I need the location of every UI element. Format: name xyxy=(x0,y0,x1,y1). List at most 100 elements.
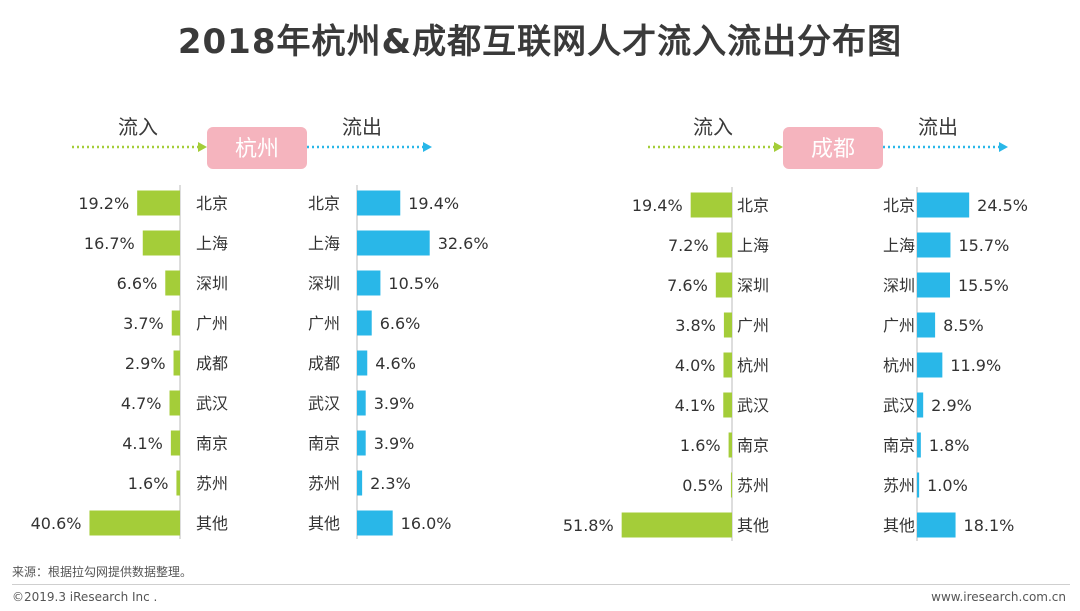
chart-1-outflow-bar xyxy=(357,350,368,376)
chart-1-inflow-bar xyxy=(89,510,180,536)
chart-1-outflow-value: 4.6% xyxy=(375,354,416,373)
chart-2-inflow-bar xyxy=(728,432,732,458)
chart-2-inflow-category: 深圳 xyxy=(737,276,769,295)
chart-1-outflow-value: 3.9% xyxy=(374,434,415,453)
footer-divider xyxy=(12,584,1070,585)
chart-1-outflow-bar xyxy=(357,430,366,456)
chart-2-inflow-arrowhead-icon xyxy=(774,142,783,152)
chart-2-outflow-bar xyxy=(917,192,970,218)
chart-1-inflow-value: 2.9% xyxy=(125,354,166,373)
chart-1-outflow-bar xyxy=(357,470,363,496)
chart-2-outflow-arrowhead-icon xyxy=(999,142,1008,152)
chart-2-outflow-category: 杭州 xyxy=(883,356,915,375)
chart-2-inflow-value: 1.6% xyxy=(680,436,721,455)
chart-1-inflow-value: 40.6% xyxy=(31,514,82,533)
chart-2-outflow-category: 北京 xyxy=(883,196,915,215)
page-title: 2018年杭州&成都互联网人才流入流出分布图 xyxy=(177,22,903,62)
chart-1-inflow-category: 武汉 xyxy=(196,394,228,413)
chart-2-inflow-value: 7.2% xyxy=(668,236,709,255)
chart-2-outflow-category: 南京 xyxy=(883,436,915,455)
chart-1-inflow-category: 深圳 xyxy=(196,274,228,293)
chart-2-outflow-value: 2.9% xyxy=(931,396,972,415)
chart-2-outflow-bar xyxy=(917,272,951,298)
chart-1-inflow-bar xyxy=(169,390,180,416)
chart-2-hub-label: 成都 xyxy=(811,137,855,162)
chart-1-inflow-value: 1.6% xyxy=(128,474,169,493)
chart-2-inflow-bar xyxy=(723,392,732,418)
chart-1-outflow-category: 上海 xyxy=(308,234,340,253)
chart-2-inflow-value: 4.1% xyxy=(675,396,716,415)
chart-1-inflow-value: 4.7% xyxy=(121,394,162,413)
chart-1-outflow-category: 广州 xyxy=(308,314,340,333)
website-link[interactable]: www.iresearch.com.cn xyxy=(931,590,1066,604)
chart-2-outflow-category: 广州 xyxy=(883,316,915,335)
chart-2-outflow-value: 1.0% xyxy=(927,476,968,495)
chart-1-outflow-header: 流出 xyxy=(342,115,382,139)
chart-2-inflow-header: 流入 xyxy=(693,115,733,139)
chart-1-inflow-header: 流入 xyxy=(118,115,158,139)
chart-1-outflow-value: 32.6% xyxy=(438,234,489,253)
chart-2-outflow-header: 流出 xyxy=(918,115,958,139)
chart-2-inflow-bar xyxy=(716,232,732,258)
chart-1-outflow-category: 武汉 xyxy=(308,394,340,413)
chart-2-inflow-value: 4.0% xyxy=(675,356,716,375)
chart-1-inflow-bar xyxy=(142,230,180,256)
chart-1-outflow-value: 10.5% xyxy=(388,274,439,293)
chart-1-outflow-bar xyxy=(357,190,401,216)
chart-1-outflow-value: 19.4% xyxy=(408,194,459,213)
chart-2-outflow-bar xyxy=(917,352,943,378)
chart-2-outflow-bar xyxy=(917,472,920,498)
chart-2-inflow-category: 苏州 xyxy=(737,476,769,495)
chart-2-outflow-value: 24.5% xyxy=(977,196,1028,215)
chart-2-inflow-category: 杭州 xyxy=(737,356,769,375)
chart-1-inflow-category: 成都 xyxy=(196,354,228,373)
chart-2-outflow-value: 15.5% xyxy=(958,276,1009,295)
chart-2-outflow-bar xyxy=(917,512,956,538)
chart-2-outflow-bar xyxy=(917,232,951,258)
chart-1-outflow-category: 其他 xyxy=(308,514,340,533)
chart-1-inflow-category: 广州 xyxy=(196,314,228,333)
chart-2-inflow-bar xyxy=(715,272,732,298)
chart-1-inflow-category: 北京 xyxy=(196,194,228,213)
chart-1-outflow-value: 2.3% xyxy=(370,474,411,493)
chart-2-outflow-bar xyxy=(917,432,921,458)
chart-2-inflow-category: 上海 xyxy=(737,236,769,255)
chart-1-inflow-value: 19.2% xyxy=(78,194,129,213)
chart-2-inflow-bar xyxy=(723,352,732,378)
chart-1-inflow-category: 上海 xyxy=(196,234,228,253)
chart-2-outflow-value: 11.9% xyxy=(950,356,1001,375)
chart-1-inflow-bar xyxy=(170,430,180,456)
chart-1-inflow-value: 3.7% xyxy=(123,314,164,333)
chart-1-outflow-bar xyxy=(357,510,393,536)
chart-1-outflow-category: 北京 xyxy=(308,194,340,213)
chart-1-outflow-value: 6.6% xyxy=(380,314,421,333)
chart-2-inflow-bar xyxy=(730,472,732,498)
chart-2-inflow-value: 51.8% xyxy=(563,516,614,535)
chart-1-inflow-bar xyxy=(173,350,180,376)
chart-2-outflow-category: 上海 xyxy=(883,236,915,255)
chart-1-inflow-category: 其他 xyxy=(196,514,228,533)
chart-1-inflow-category: 苏州 xyxy=(196,474,228,493)
chart-2-inflow-category: 其他 xyxy=(737,516,769,535)
chart-2-outflow-category: 深圳 xyxy=(883,276,915,295)
chart-1-inflow-category: 南京 xyxy=(196,434,228,453)
chart-1-outflow-bar xyxy=(357,310,372,336)
chart-1-inflow-bar xyxy=(176,470,180,496)
chart-2-outflow-value: 8.5% xyxy=(943,316,984,335)
chart-2-inflow-value: 3.8% xyxy=(675,316,716,335)
chart-2-outflow-category: 其他 xyxy=(883,516,915,535)
chart-1-outflow-arrowhead-icon xyxy=(423,142,432,152)
chart-2-outflow-value: 1.8% xyxy=(929,436,970,455)
chart-2-inflow-value: 0.5% xyxy=(682,476,723,495)
chart-2-inflow-bar xyxy=(621,512,732,538)
chart-2-inflow-category: 北京 xyxy=(737,196,769,215)
chart-2-outflow-value: 15.7% xyxy=(958,236,1009,255)
source-note: 来源：根据拉勾网提供数据整理。 xyxy=(12,565,193,579)
chart-1-outflow-category: 苏州 xyxy=(308,474,340,493)
chart-2-outflow-category: 苏州 xyxy=(883,476,915,495)
chart-1-inflow-arrowhead-icon xyxy=(198,142,207,152)
chart-2-outflow-category: 武汉 xyxy=(883,396,915,415)
chart-1-inflow-bar xyxy=(165,270,180,296)
chart-1-inflow-bar xyxy=(137,190,180,216)
